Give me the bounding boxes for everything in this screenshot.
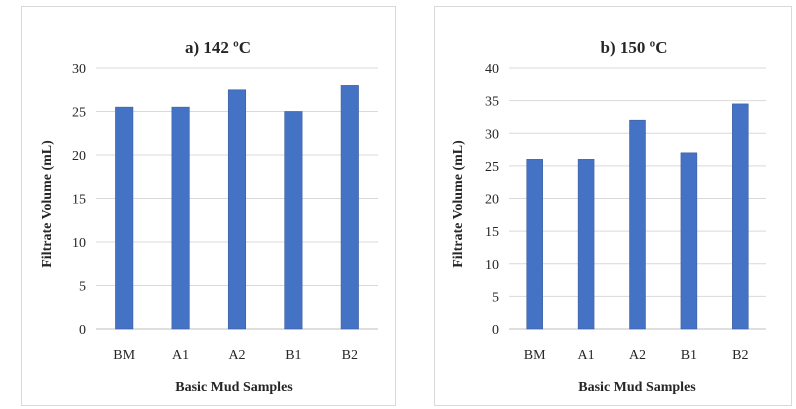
chart-0-ytick-label: 25 [72,106,86,121]
chart-a-ylabel: Filtrate Volume (mL) [40,140,55,268]
chart-1-ytick-label: 5 [492,290,499,305]
chart-1-bar-b2 [732,103,749,330]
chart-0-bar-b2 [340,85,359,330]
chart-0-bar-b1 [284,111,303,330]
chart-1-bar-a1 [577,159,595,330]
chart-panel-b: b) 150 ºC Filtrate Volume (mL) Basic Mud… [434,6,792,406]
chart-1-ytick-label: 15 [485,225,499,240]
chart-0-bar-a1 [171,106,190,330]
chart-0-ytick-label: 10 [72,236,86,251]
chart-1-bar-b1 [680,152,698,330]
chart-a-xlabel: Basic Mud Samples [175,380,293,395]
chart-0-ytick-label: 30 [72,62,86,77]
chart-a-svg: a) 142 ºC Filtrate Volume (mL) Basic Mud… [40,38,378,395]
chart-1-ytick-label: 35 [485,95,499,110]
chart-b-svg: b) 150 ºC Filtrate Volume (mL) Basic Mud… [451,38,766,395]
chart-b-xlabel: Basic Mud Samples [578,380,696,395]
chart-0-ytick-label: 15 [72,193,86,208]
chart-1-ytick-label: 20 [485,193,499,208]
chart-0-bar-a2 [227,89,247,330]
chart-panel-a: a) 142 ºC Filtrate Volume (mL) Basic Mud… [21,6,396,406]
chart-0-bar-bm [115,106,134,330]
chart-1-ytick-label: 10 [485,258,499,273]
chart-0-xtick-label: A1 [172,348,189,363]
chart-1-ytick-label: 40 [485,62,499,77]
chart-1-xtick-label: A1 [578,348,595,363]
chart-b-title: b) 150 ºC [600,38,667,57]
chart-1-ytick-label: 25 [485,160,499,175]
chart-1-bar-a2 [629,119,646,330]
chart-1-ytick-label: 30 [485,127,499,142]
chart-0-ytick-label: 5 [79,280,86,295]
chart-1-xtick-label: BM [524,348,546,363]
chart-a-title: a) 142 ºC [185,38,251,57]
chart-1-bar-bm [526,159,543,330]
chart-0-xtick-label: BM [113,348,135,363]
chart-0-xtick-label: B1 [285,348,301,363]
chart-1-xtick-label: B2 [732,348,748,363]
chart-0-ytick-label: 0 [79,323,86,338]
chart-0-xtick-label: A2 [228,348,245,363]
chart-1-xtick-label: B1 [681,348,697,363]
chart-1-ytick-label: 0 [492,323,499,338]
chart-b-ylabel: Filtrate Volume (mL) [451,140,466,268]
chart-0-xtick-label: B2 [342,348,358,363]
chart-0-ytick-label: 20 [72,149,86,164]
chart-1-xtick-label: A2 [629,348,646,363]
